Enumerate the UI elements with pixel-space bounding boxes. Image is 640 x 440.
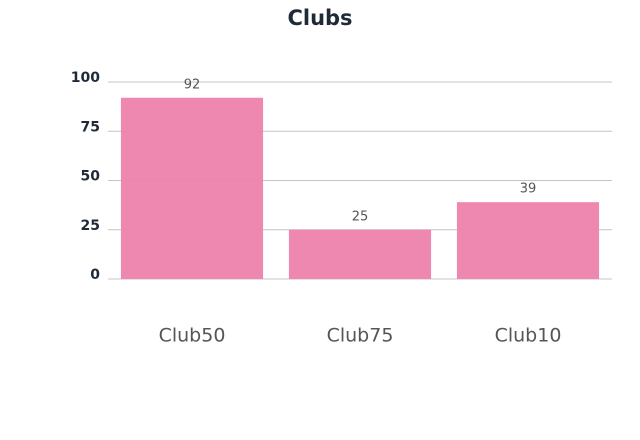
y-tick-label: 100	[71, 70, 100, 86]
bar	[288, 229, 432, 279]
value-label: 39	[520, 182, 537, 197]
x-tick-label: Club10	[495, 325, 562, 347]
y-tick-label: 0	[90, 267, 100, 283]
value-label: 92	[184, 77, 201, 92]
y-tick-label: 75	[81, 119, 100, 135]
y-tick-label: 50	[81, 169, 101, 185]
y-tick-label: 25	[81, 218, 100, 234]
value-label: 25	[352, 209, 369, 224]
x-tick-label: Club75	[327, 325, 394, 347]
bar	[120, 97, 264, 279]
x-tick-label: Club50	[159, 325, 226, 347]
bar	[456, 202, 600, 279]
chart-title: Clubs	[287, 6, 352, 30]
